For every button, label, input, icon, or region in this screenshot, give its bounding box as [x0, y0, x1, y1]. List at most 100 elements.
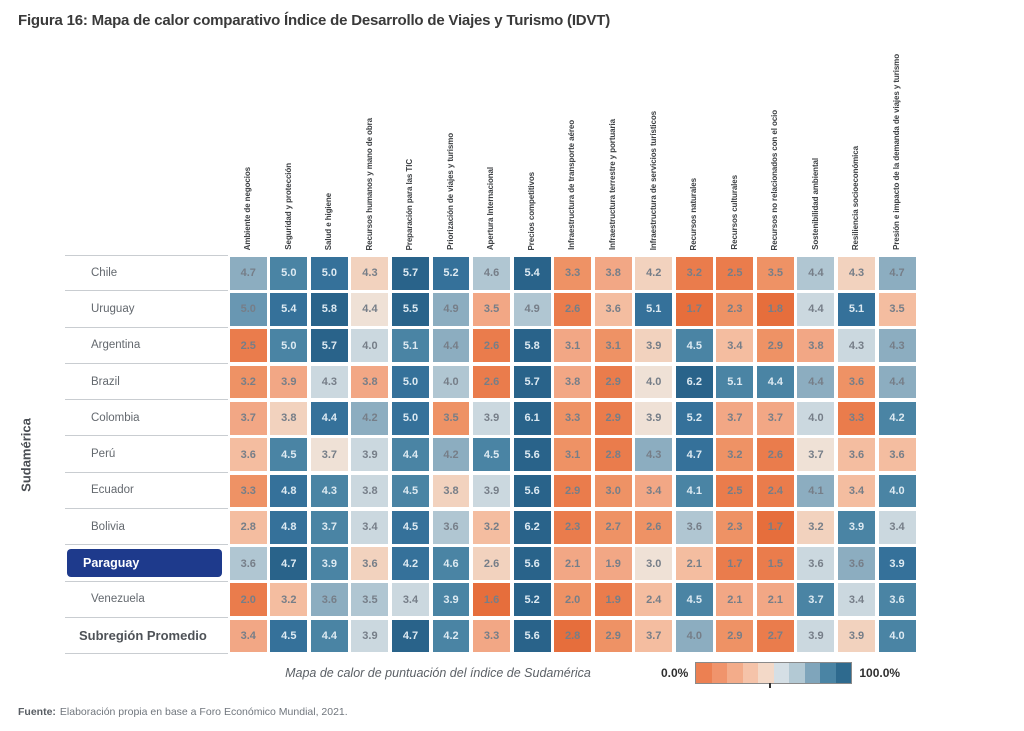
heatmap-cell: 3.9: [878, 547, 916, 580]
column-header-label: Presión e impacto de la demanda de viaje…: [891, 54, 901, 250]
heatmap-cell: 5.7: [391, 256, 429, 290]
heatmap-cell: 5.6: [513, 547, 551, 580]
heatmap-cell: 3.9: [635, 329, 673, 363]
legend-swatch: [835, 663, 852, 683]
legend-gradient-bar: [695, 662, 853, 688]
heatmap-cell: 4.2: [432, 438, 470, 471]
column-header-4: Preparación para las TIC: [390, 37, 431, 255]
heatmap-cell: 4.5: [473, 438, 511, 471]
row-label-ecuador: Ecuador: [65, 473, 228, 510]
row-label-brazil: Brazil: [65, 364, 228, 401]
heatmap-cell: 3.8: [432, 474, 470, 508]
row-label-bolivia: Bolivia: [65, 509, 228, 546]
heatmap-cell: 3.6: [675, 510, 713, 544]
heatmap-cell: 4.7: [391, 619, 429, 653]
column-header-label: Resiliencia socioeconómica: [851, 145, 861, 250]
heatmap-cell: 3.6: [310, 583, 348, 617]
column-header-label: Infraestructura terrestre y portuaria: [608, 118, 617, 250]
heatmap-cell: 3.9: [310, 547, 348, 580]
row-label-colombia: Colombia: [65, 400, 228, 437]
heatmap-cell: 3.6: [878, 438, 916, 471]
heatmap-cell: 4.0: [878, 474, 916, 508]
heatmap-cell: 2.6: [635, 510, 673, 544]
heatmap-cell: 4.3: [310, 474, 348, 508]
heatmap-cell: 5.6: [513, 619, 551, 653]
row-label-paraguay: Paraguay: [65, 545, 228, 582]
column-header-11: Recursos naturales: [674, 37, 715, 255]
heatmap-cell: 4.8: [270, 474, 308, 508]
column-header-label: Recursos culturales: [729, 175, 739, 250]
column-header-label: Seguridad y protección: [283, 163, 293, 250]
heatmap-cell: 4.4: [797, 293, 835, 326]
heatmap-cell: 3.8: [351, 474, 389, 508]
heatmap-cell: 4.5: [675, 329, 713, 363]
heatmap-cell: 2.4: [756, 474, 794, 508]
heatmap-cell: 2.5: [229, 329, 267, 363]
heatmap-cell: 4.7: [878, 256, 916, 290]
heatmap-cell: 4.5: [675, 583, 713, 617]
column-header-9: Infraestructura terrestre y portuaria: [593, 37, 634, 255]
heatmap-cell: 4.5: [391, 510, 429, 544]
heatmap-cell: 4.4: [756, 365, 794, 399]
heatmap-cell: 3.6: [838, 438, 875, 471]
heatmap-cell: 3.4: [878, 510, 916, 544]
heatmap-cell: 4.0: [351, 329, 389, 363]
heatmap-cell: 5.6: [513, 438, 551, 471]
heatmap-cell: 3.7: [229, 401, 267, 435]
heatmap-cell: 3.4: [351, 510, 389, 544]
row-label-subregi-n-promedio: Subregión Promedio: [65, 618, 228, 655]
column-header-label: Recursos naturales: [689, 177, 699, 250]
column-header-2: Salud e higiene: [309, 37, 350, 255]
heatmap-cell: 3.6: [229, 438, 267, 471]
heatmap-cell: 2.9: [594, 401, 632, 435]
heatmap-cell: 5.0: [270, 329, 308, 363]
heatmap-cell: 1.7: [716, 547, 754, 580]
heatmap-cell: 4.0: [878, 619, 916, 653]
heatmap-cell: 2.9: [716, 619, 754, 653]
heatmap-cell: 2.0: [554, 583, 592, 617]
heatmap-cell: 2.8: [229, 510, 267, 544]
row-label-per-: Perú: [65, 436, 228, 473]
color-scale-legend: 0.0% 100.0%: [654, 662, 907, 688]
heatmap-cell: 3.5: [756, 256, 794, 290]
heatmap-cell: 1.5: [756, 547, 794, 580]
legend-max-label: 100.0%: [859, 666, 901, 680]
heatmap-cell: 4.2: [351, 401, 389, 435]
heatmap-cell: 3.6: [432, 510, 470, 544]
heatmap-cell: 5.0: [270, 256, 308, 290]
heatmap-cell: 5.4: [513, 256, 551, 290]
heatmap-cell: 5.8: [513, 329, 551, 363]
column-header-label: Priorización de viajes y turismo: [445, 133, 455, 250]
heatmap-cell: 1.7: [756, 510, 794, 544]
heatmap-cell: 3.0: [594, 474, 632, 508]
heatmap-cell: 3.1: [554, 438, 592, 471]
heatmap-cell: 2.8: [554, 619, 592, 653]
heatmap-cell: 3.7: [716, 401, 754, 435]
legend-swatch: [804, 663, 821, 683]
heatmap-cell: 3.7: [310, 438, 348, 471]
heatmap-cell: 4.7: [229, 256, 267, 290]
heatmap-cell: 4.0: [675, 619, 713, 653]
heatmap-cell: 4.8: [270, 510, 308, 544]
legend-swatch: [727, 663, 743, 683]
heatmap-cell: 3.8: [270, 401, 308, 435]
heatmap-cell: 6.1: [513, 401, 551, 435]
legend-midpoint-tick: [769, 683, 772, 688]
heatmap-cell: 3.9: [797, 619, 835, 653]
heatmap-cell: 4.7: [270, 547, 308, 580]
column-header-14: Sostenibilidad ambiental: [796, 37, 837, 255]
heatmap-cell: 2.6: [756, 438, 794, 471]
heatmap-cell: 2.9: [756, 329, 794, 363]
heatmap-cell: 2.1: [675, 547, 713, 580]
column-header-10: Infraestructura de servicios turísticos: [633, 37, 674, 255]
heatmap-cell: 2.5: [716, 256, 754, 290]
heatmap-cell: 3.2: [229, 365, 267, 399]
heatmap-cell: 4.7: [675, 438, 713, 471]
heatmap-cell: 4.4: [878, 365, 916, 399]
heatmap-cell: 5.0: [229, 293, 267, 326]
heatmap-cell: 4.9: [513, 293, 551, 326]
heatmap-cell: 3.7: [756, 401, 794, 435]
heatmap-cell: 4.9: [432, 293, 470, 326]
column-header-label: Infraestructura de servicios turísticos: [648, 110, 658, 250]
heatmap-cell: 3.4: [838, 474, 875, 508]
